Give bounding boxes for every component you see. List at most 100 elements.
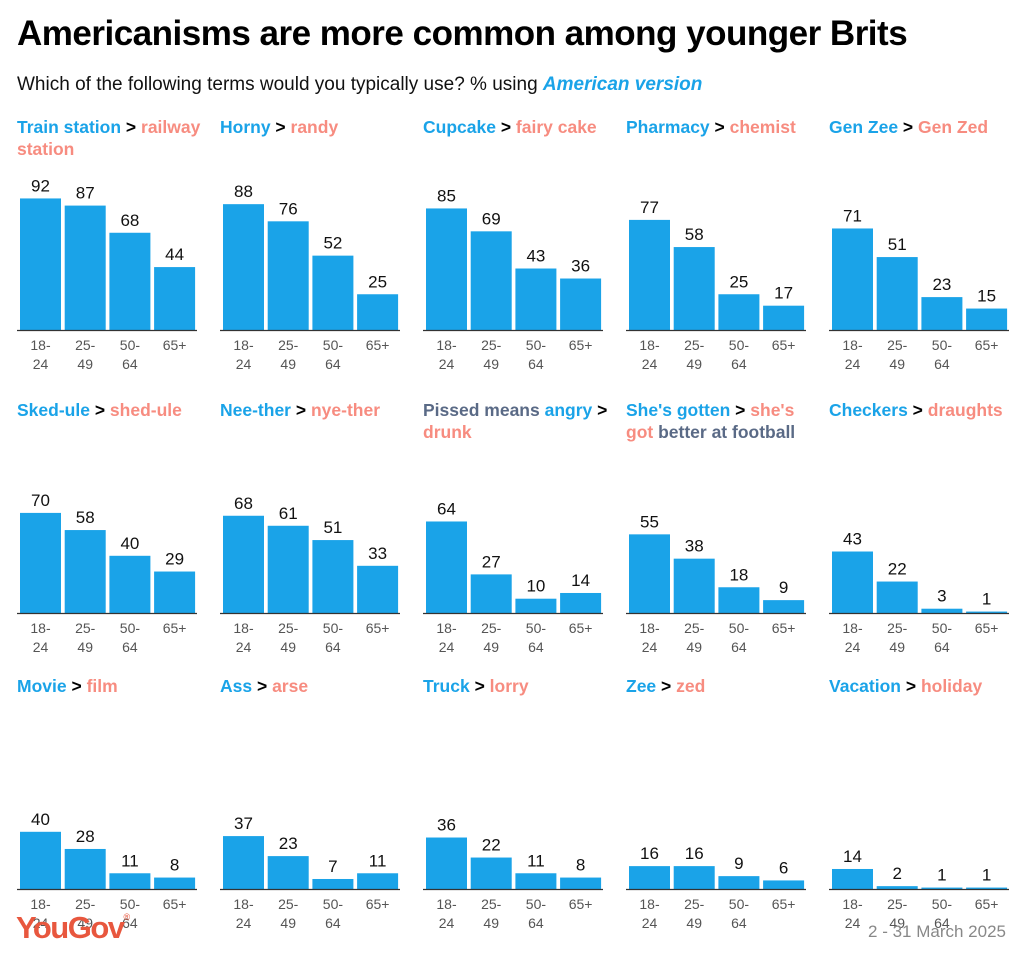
panel-title-segment: better at football [653, 421, 796, 442]
data-label: 23 [932, 275, 951, 294]
tick-label: 25- [278, 620, 299, 636]
tick-label: 65+ [772, 620, 796, 636]
data-label: 36 [571, 257, 590, 276]
data-label: 51 [323, 518, 342, 537]
chart-panel: Ass > arse 37 18- 24 23 25- 49 7 50- 64 11 65+ [220, 676, 405, 941]
bar [426, 521, 467, 613]
panel-title: Cupcake > fairy cake [423, 117, 623, 139]
tick-label: 25- [278, 337, 299, 353]
bar [426, 837, 467, 889]
tick-label: 49 [280, 639, 296, 655]
tick-label: 65+ [569, 896, 593, 912]
bar [876, 886, 918, 889]
tick-label: 25- [684, 620, 705, 636]
tick-label: 50- [120, 620, 141, 636]
data-label: 58 [685, 225, 704, 244]
bar-chart: 92 18- 24 87 25- 49 68 50- 64 44 65+ [17, 176, 197, 372]
tick-label: 49 [686, 915, 702, 931]
panel-title-segment: > [730, 400, 746, 420]
bar [312, 878, 354, 889]
panel-title-segment: > [270, 117, 286, 137]
tick-label: 64 [325, 639, 341, 655]
tick-label: 24 [642, 356, 658, 372]
bar [470, 231, 512, 330]
tick-label: 25- [887, 896, 908, 912]
data-label: 6 [779, 858, 788, 877]
bar [267, 856, 309, 889]
panel-title: Ass > arse [220, 676, 420, 698]
panel-title: Gen Zee > Gen Zed [829, 117, 1024, 139]
tick-label: 24 [845, 356, 861, 372]
bar [763, 600, 805, 613]
tick-label: 64 [528, 639, 544, 655]
panel-title-segment: film [81, 676, 118, 696]
data-label: 40 [120, 534, 139, 553]
bar [470, 574, 512, 613]
bar [876, 581, 918, 613]
tick-label: 18- [639, 620, 660, 636]
tick-label: 18- [842, 896, 863, 912]
bar [673, 558, 715, 613]
data-label: 76 [279, 199, 298, 218]
bar [673, 247, 715, 330]
subtitle: Which of the following terms would you t… [17, 74, 702, 96]
subtitle-text: Which of the following terms would you t… [17, 74, 543, 95]
bar [832, 228, 873, 330]
tick-label: 25- [278, 896, 299, 912]
logo-text: YouGov [16, 910, 125, 945]
chart-panel: Horny > randy 88 18- 24 76 25- 49 52 50- 64 25 65+ [220, 117, 405, 382]
tick-label: 64 [934, 639, 950, 655]
bar-chart: 88 18- 24 76 25- 49 52 50- 64 25 65+ [220, 182, 400, 372]
bar-chart: 68 18- 24 61 25- 49 51 50- 64 33 65+ [220, 494, 400, 655]
bar-chart: 16 18- 24 16 25- 49 9 50- 64 6 65+ [626, 844, 806, 931]
bar [64, 848, 106, 889]
bar [718, 587, 760, 613]
data-label: 61 [279, 504, 298, 523]
bar [629, 219, 670, 330]
panel-title-segment: > [121, 117, 137, 137]
data-label: 1 [937, 866, 946, 885]
tick-label: 18- [639, 896, 660, 912]
chart-panel: Pharmacy > chemist 77 18- 24 58 25- 49 25 50- 64 1… [626, 117, 811, 382]
bar [267, 525, 309, 613]
tick-label: 65+ [163, 337, 187, 353]
tick-label: 25- [75, 620, 96, 636]
panel-title-segment: Train station [17, 117, 122, 137]
tick-label: 65+ [772, 337, 796, 353]
panel-title-segment: Gen Zee [829, 117, 899, 137]
tick-label: 64 [122, 915, 138, 931]
tick-label: 18- [436, 620, 457, 636]
tick-label: 49 [483, 639, 499, 655]
data-label: 1 [982, 866, 991, 885]
bar-chart: 71 18- 24 51 25- 49 23 50- 64 15 65+ [829, 206, 1009, 372]
panel-title-segment: Vacation [829, 676, 901, 696]
bar-chart: 14 18- 24 2 25- 49 1 50- 64 1 65+ [829, 847, 1009, 931]
bar [515, 268, 557, 330]
data-label: 14 [571, 571, 590, 590]
bar-chart: 36 18- 24 22 25- 49 11 50- 64 8 65+ [423, 816, 603, 931]
tick-label: 24 [439, 639, 455, 655]
bar [966, 611, 1008, 613]
tick-label: 64 [325, 915, 341, 931]
tick-label: 65+ [366, 337, 390, 353]
data-label: 1 [982, 590, 991, 609]
data-label: 8 [170, 856, 179, 875]
tick-label: 25- [887, 337, 908, 353]
tick-label: 64 [731, 915, 747, 931]
tick-label: 24 [236, 356, 252, 372]
tick-label: 50- [932, 337, 953, 353]
data-label: 16 [640, 844, 659, 863]
tick-label: 50- [729, 337, 750, 353]
tick-label: 49 [77, 915, 93, 931]
data-label: 71 [843, 206, 862, 225]
tick-label: 24 [33, 639, 49, 655]
chart-panel: Movie > film 40 18- 24 28 25- 49 11 50- 64 8 65+ [17, 676, 202, 941]
data-label: 22 [482, 836, 501, 855]
chart-panel: Truck > lorry 36 18- 24 22 25- 49 11 50- 64 8 65+ [423, 676, 608, 941]
tick-label: 25- [684, 337, 705, 353]
bar [223, 204, 264, 330]
tick-label: 18- [842, 337, 863, 353]
bar [223, 836, 264, 889]
panel-title-segment: angry [544, 400, 593, 420]
tick-label: 24 [439, 356, 455, 372]
